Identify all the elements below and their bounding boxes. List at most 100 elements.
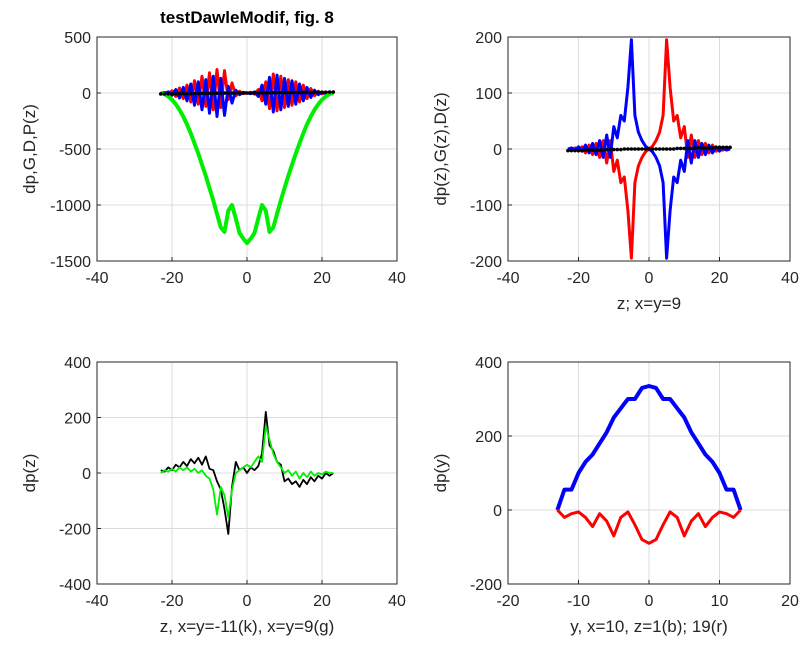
- axes-frame: [507, 361, 791, 585]
- x-tick-label: 20: [313, 270, 331, 287]
- data-point: [678, 146, 683, 151]
- data-point: [200, 91, 204, 96]
- data-point: [685, 146, 690, 151]
- y-axis-label: dp(z),G(z),D(z): [431, 92, 450, 205]
- x-tick-label: -40: [85, 593, 108, 610]
- y-tick-label: 400: [64, 355, 91, 372]
- data-point: [222, 91, 227, 95]
- x-tick-label: 20: [313, 593, 331, 610]
- data-point: [278, 90, 283, 95]
- subplot-bottom-right: -20 -10 0 10 20 400 200 0 -200 y, x=10, z=1(b); 1…: [431, 355, 799, 636]
- series-line-green: [160, 424, 334, 519]
- data-point: [640, 147, 644, 151]
- y-axis-label: dp(z): [20, 454, 39, 493]
- y-tick-label: -200: [470, 254, 502, 271]
- data-point: [207, 91, 212, 96]
- data-point: [218, 91, 223, 96]
- data-point: [689, 146, 694, 151]
- data-point: [587, 148, 591, 152]
- data-point: [323, 90, 328, 95]
- data-point: [282, 90, 287, 95]
- data-point: [721, 145, 725, 150]
- data-point: [668, 147, 672, 151]
- data-point: [233, 91, 238, 95]
- data-point: [275, 90, 279, 95]
- data-point: [177, 91, 182, 96]
- data-point: [657, 147, 662, 151]
- y-tick-label: 0: [493, 142, 502, 159]
- data-point: [728, 145, 732, 150]
- x-tick-label: -20: [160, 593, 183, 610]
- y-tick-label: 0: [82, 466, 91, 483]
- y-tick-label: 200: [475, 30, 502, 47]
- x-tick-label: -20: [160, 270, 183, 287]
- series-line-blue: [555, 384, 743, 511]
- x-tick-label: 40: [781, 270, 799, 287]
- chart-title: testDawleModif, fig. 8: [160, 8, 334, 27]
- x-tick-label: -40: [85, 270, 108, 287]
- data-point: [158, 92, 163, 96]
- data-point: [629, 147, 634, 151]
- x-axis-label: z; x=y=9: [617, 294, 681, 313]
- x-tick-label: 20: [711, 270, 729, 287]
- data-point: [162, 92, 167, 96]
- data-point: [252, 91, 257, 95]
- data-point: [192, 91, 197, 96]
- data-point: [717, 145, 722, 150]
- y-tick-label: 400: [475, 355, 502, 372]
- data-point: [601, 148, 605, 152]
- data-point: [293, 90, 298, 95]
- data-point: [696, 146, 701, 150]
- data-point: [611, 147, 616, 152]
- data-point: [597, 148, 602, 152]
- y-tick-label: 200: [64, 411, 91, 428]
- axes-frame: [507, 36, 791, 262]
- y-tick-label: -1500: [50, 254, 91, 271]
- series-line-red: [556, 508, 742, 545]
- y-tick-label: 0: [493, 503, 502, 520]
- y-tick-label: 500: [64, 30, 91, 47]
- data-point: [241, 91, 246, 95]
- data-point: [580, 148, 584, 153]
- data-point: [661, 147, 665, 151]
- y-tick-label: -500: [59, 142, 91, 159]
- data-point: [308, 90, 313, 95]
- x-tick-label: 0: [645, 270, 654, 287]
- data-point: [650, 147, 655, 151]
- y-axis-label: dp(y): [431, 454, 450, 493]
- x-tick-label: -20: [567, 270, 590, 287]
- data-point: [636, 147, 641, 151]
- series-line-green: [160, 91, 334, 246]
- axes-frame: [96, 361, 398, 585]
- data-point: [230, 91, 234, 95]
- data-point: [671, 147, 676, 151]
- x-tick-label: -40: [496, 270, 519, 287]
- data-point: [594, 148, 598, 152]
- data-point: [245, 91, 249, 95]
- data-point: [700, 146, 704, 150]
- data-point: [185, 91, 189, 96]
- x-axis-label: y, x=10, z=1(b); 19(r): [570, 617, 727, 636]
- data-point: [615, 147, 620, 152]
- data-point: [301, 90, 306, 95]
- data-point: [703, 146, 708, 150]
- x-tick-label: 0: [645, 593, 654, 610]
- data-point: [569, 148, 574, 153]
- data-point: [256, 91, 261, 95]
- data-point: [707, 146, 711, 150]
- data-point: [286, 90, 291, 95]
- y-tick-label: 0: [82, 86, 91, 103]
- data-point: [590, 148, 595, 152]
- data-point: [566, 148, 570, 153]
- y-axis-label: dp,G,D,P(z): [20, 104, 39, 194]
- y-tick-label: -200: [59, 522, 91, 539]
- subplot-top-left: -40 -20 0 20 40 500 0 -500 -1000 -1500 testDawleMo…: [20, 8, 406, 287]
- y-tick-label: -1000: [50, 198, 91, 215]
- y-tick-label: -100: [470, 198, 502, 215]
- x-axis-label: z, x=y=-11(k), x=y=9(g): [160, 617, 334, 636]
- data-point: [682, 146, 687, 151]
- data-point: [173, 91, 178, 96]
- data-point: [166, 91, 171, 96]
- data-point: [290, 90, 294, 95]
